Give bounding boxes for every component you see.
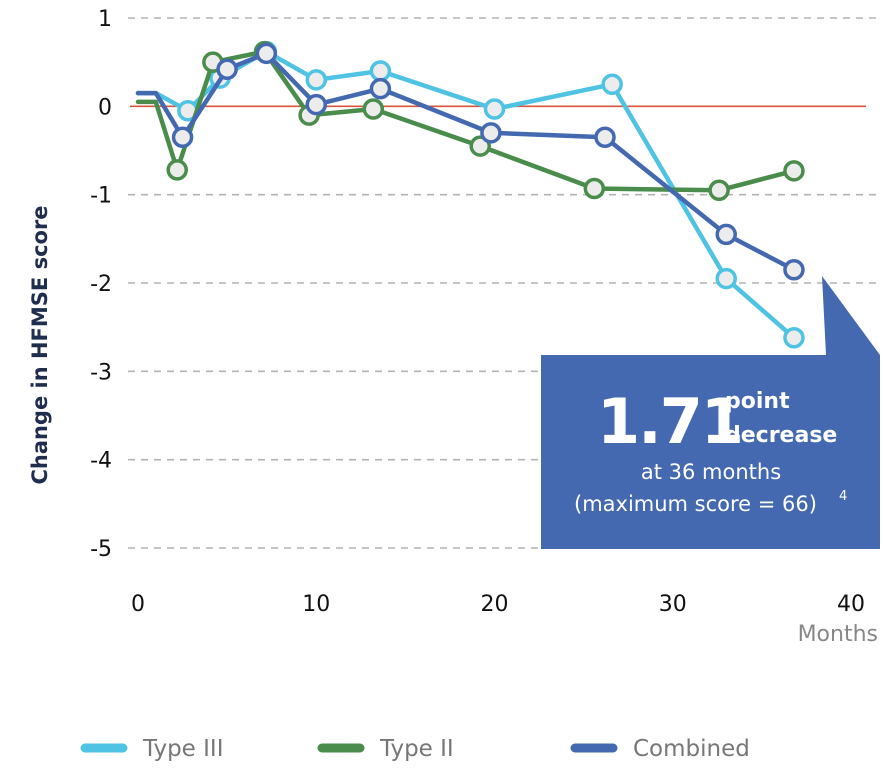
data-point-combined — [783, 259, 805, 281]
x-tick-label: 30 — [659, 592, 687, 617]
data-point-type-ii — [783, 160, 805, 182]
legend-label-type-iii: Type III — [142, 736, 224, 762]
data-point-combined — [715, 223, 737, 246]
data-point-type-iii — [369, 60, 392, 82]
data-point-combined — [305, 93, 327, 116]
data-point-type-iii — [601, 73, 623, 95]
data-point-type-ii — [583, 177, 606, 200]
callout-line4: (maximum score = 66) — [574, 492, 817, 516]
callout-unit-line1: point — [725, 389, 790, 414]
data-point-combined — [369, 77, 392, 100]
callout-unit-line2: decrease — [725, 423, 837, 448]
data-point-combined — [216, 58, 238, 80]
data-point-type-ii — [708, 179, 730, 201]
y-tick-label: -5 — [90, 537, 112, 562]
data-point-type-ii — [362, 98, 385, 120]
x-tick-label: 40 — [837, 592, 865, 617]
y-tick-label: -2 — [90, 272, 112, 297]
data-point-type-iii — [305, 69, 327, 91]
series-line-combined — [135, 51, 797, 273]
series-lines — [135, 40, 805, 349]
y-axis-label: Change in HFMSE score — [28, 205, 52, 484]
callout-box: 1.71 point decrease at 36 months (maximu… — [541, 276, 880, 549]
data-point-combined — [255, 42, 278, 65]
callout-value: 1.71 — [597, 385, 742, 458]
x-tick-label: 20 — [481, 592, 509, 617]
callout-superscript: 4 — [839, 489, 847, 504]
legend-label-type-ii: Type II — [379, 736, 454, 762]
data-point-combined — [594, 126, 616, 148]
y-tick-label: -1 — [90, 184, 112, 209]
legend: Type III Type II Combined — [80, 736, 750, 762]
y-tick-label: -4 — [90, 449, 112, 474]
data-point-type-ii — [166, 159, 188, 181]
data-point-type-iii — [783, 327, 805, 349]
x-axis-label: Months — [798, 622, 878, 647]
x-tick-label: 0 — [131, 592, 145, 617]
data-point-combined — [480, 122, 502, 144]
y-tick-labels: 1 0 -1 -2 -3 -4 -5 — [90, 7, 112, 562]
data-point-type-iii — [483, 98, 506, 120]
x-tick-labels: 0 10 20 30 40 — [131, 592, 865, 617]
series-combined — [135, 42, 805, 281]
legend-label-combined: Combined — [633, 736, 750, 762]
data-point-combined — [171, 126, 194, 148]
data-point-type-iii — [715, 267, 737, 290]
callout-shape — [541, 276, 880, 549]
y-tick-label: 0 — [98, 95, 112, 120]
y-tick-label: -3 — [90, 360, 112, 385]
y-tick-label: 1 — [98, 7, 112, 32]
x-tick-label: 10 — [302, 592, 330, 617]
callout-line3: at 36 months — [641, 460, 781, 484]
